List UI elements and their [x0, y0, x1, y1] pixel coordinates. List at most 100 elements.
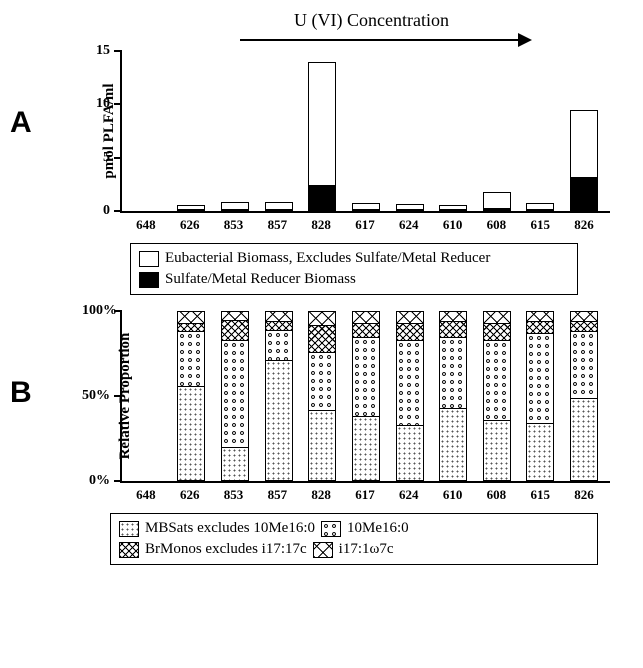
- ytick-label: 10: [82, 96, 110, 112]
- seg-me10: [439, 337, 467, 408]
- seg-eubacterial: [265, 202, 293, 209]
- seg-i17: [221, 311, 249, 320]
- seg-sulfate_metal: [526, 209, 554, 211]
- ytick-label: 0%: [82, 473, 110, 489]
- chart-a-legend: Eubacterial Biomass, Excludes Sulfate/Me…: [130, 243, 578, 295]
- chart-a-xlabels: 648626853857828617624610608615826: [120, 213, 610, 233]
- legend-swatch: [139, 251, 159, 267]
- legend-text: MBSats excludes 10Me16:0: [145, 520, 315, 537]
- ytick-label: 0: [82, 203, 110, 219]
- legend-text: 10Me16:0: [347, 520, 409, 537]
- xlabel-624: 624: [395, 217, 423, 233]
- ytick: [114, 480, 122, 482]
- seg-mbsats: [439, 408, 467, 481]
- xlabel-610: 610: [439, 487, 467, 503]
- bar-853: [221, 51, 249, 211]
- xlabel-826: 826: [570, 487, 598, 503]
- xlabel-828: 828: [307, 217, 335, 233]
- legend-row: MBSats excludes 10Me16:0 10Me16:0: [119, 518, 589, 539]
- bar-615: [526, 51, 554, 211]
- bar-648: [134, 311, 162, 481]
- seg-sulfate_metal: [483, 208, 511, 211]
- xlabel-624: 624: [395, 487, 423, 503]
- xlabel-828: 828: [307, 487, 335, 503]
- bar-648: [134, 51, 162, 211]
- seg-i17: [439, 311, 467, 321]
- bar-617: [352, 311, 380, 481]
- bar-853: [221, 311, 249, 481]
- panel-a-label: A: [10, 106, 32, 140]
- bar-857: [265, 311, 293, 481]
- xlabel-617: 617: [351, 487, 379, 503]
- ytick-label: 5: [82, 150, 110, 166]
- seg-brmonos: [439, 321, 467, 336]
- seg-me10: [526, 333, 554, 423]
- xlabel-853: 853: [220, 217, 248, 233]
- ytick-label: 50%: [82, 388, 110, 404]
- seg-brmonos: [177, 323, 205, 332]
- seg-sulfate_metal: [396, 209, 424, 211]
- seg-eubacterial: [483, 192, 511, 208]
- legend-text: Sulfate/Metal Reducer Biomass: [165, 271, 356, 288]
- ytick: [114, 103, 122, 105]
- seg-brmonos: [352, 323, 380, 337]
- chart-b-xlabels: 648626853857828617624610608615826: [120, 483, 610, 503]
- xlabel-857: 857: [263, 217, 291, 233]
- seg-i17: [352, 311, 380, 323]
- xlabel-617: 617: [351, 217, 379, 233]
- seg-me10: [396, 340, 424, 425]
- bar-624: [396, 311, 424, 481]
- top-title: U (VI) Concentration: [110, 10, 633, 31]
- seg-i17: [570, 311, 598, 321]
- seg-brmonos: [483, 323, 511, 340]
- bar-828: [308, 51, 336, 211]
- bar-626: [177, 51, 205, 211]
- legend-text: i17:1ω7c: [339, 541, 394, 558]
- xlabel-615: 615: [526, 217, 554, 233]
- seg-brmonos: [221, 320, 249, 340]
- seg-i17: [483, 311, 511, 323]
- seg-me10: [265, 330, 293, 361]
- xlabel-648: 648: [132, 217, 160, 233]
- legend-item: i17:1ω7c: [313, 541, 394, 558]
- seg-me10: [177, 331, 205, 385]
- ytick: [114, 395, 122, 397]
- seg-eubacterial: [308, 62, 336, 186]
- legend-item: 10Me16:0: [321, 520, 409, 537]
- panel-b-label: B: [10, 376, 32, 410]
- legend-item: MBSats excludes 10Me16:0: [119, 520, 315, 537]
- seg-sulfate_metal: [308, 185, 336, 211]
- legend-swatch: [321, 521, 341, 537]
- seg-me10: [570, 331, 598, 397]
- seg-sulfate_metal: [177, 209, 205, 211]
- seg-sulfate_metal: [439, 209, 467, 211]
- legend-row: BrMonos excludes i17:17c i17:1ω7c: [119, 539, 589, 560]
- seg-brmonos: [526, 321, 554, 333]
- bar-615: [526, 311, 554, 481]
- ytick: [114, 210, 122, 212]
- seg-mbsats: [177, 386, 205, 481]
- seg-sulfate_metal: [570, 177, 598, 211]
- seg-brmonos: [265, 321, 293, 330]
- seg-i17: [177, 311, 205, 323]
- xlabel-608: 608: [482, 217, 510, 233]
- xlabel-626: 626: [176, 487, 204, 503]
- xlabel-857: 857: [263, 487, 291, 503]
- concentration-arrow: [110, 31, 633, 51]
- legend-text: Eubacterial Biomass, Excludes Sulfate/Me…: [165, 250, 490, 267]
- seg-mbsats: [570, 398, 598, 481]
- seg-mbsats: [483, 420, 511, 481]
- figure: U (VI) Concentration A pmol PLFA/ml 0510…: [10, 10, 633, 565]
- legend-item: Eubacterial Biomass, Excludes Sulfate/Me…: [139, 248, 569, 269]
- legend-swatch: [119, 542, 139, 558]
- chart-a-bars: [122, 51, 610, 211]
- bar-608: [483, 51, 511, 211]
- ytick-label: 100%: [82, 303, 110, 319]
- seg-me10: [308, 352, 336, 410]
- legend-swatch: [313, 542, 333, 558]
- bar-626: [177, 311, 205, 481]
- bar-828: [308, 311, 336, 481]
- chart-b-area: Relative Proportion 0%50%100% 6486268538…: [120, 311, 610, 503]
- chart-b-plot: Relative Proportion 0%50%100%: [120, 311, 610, 483]
- legend-item: BrMonos excludes i17:17c: [119, 541, 307, 558]
